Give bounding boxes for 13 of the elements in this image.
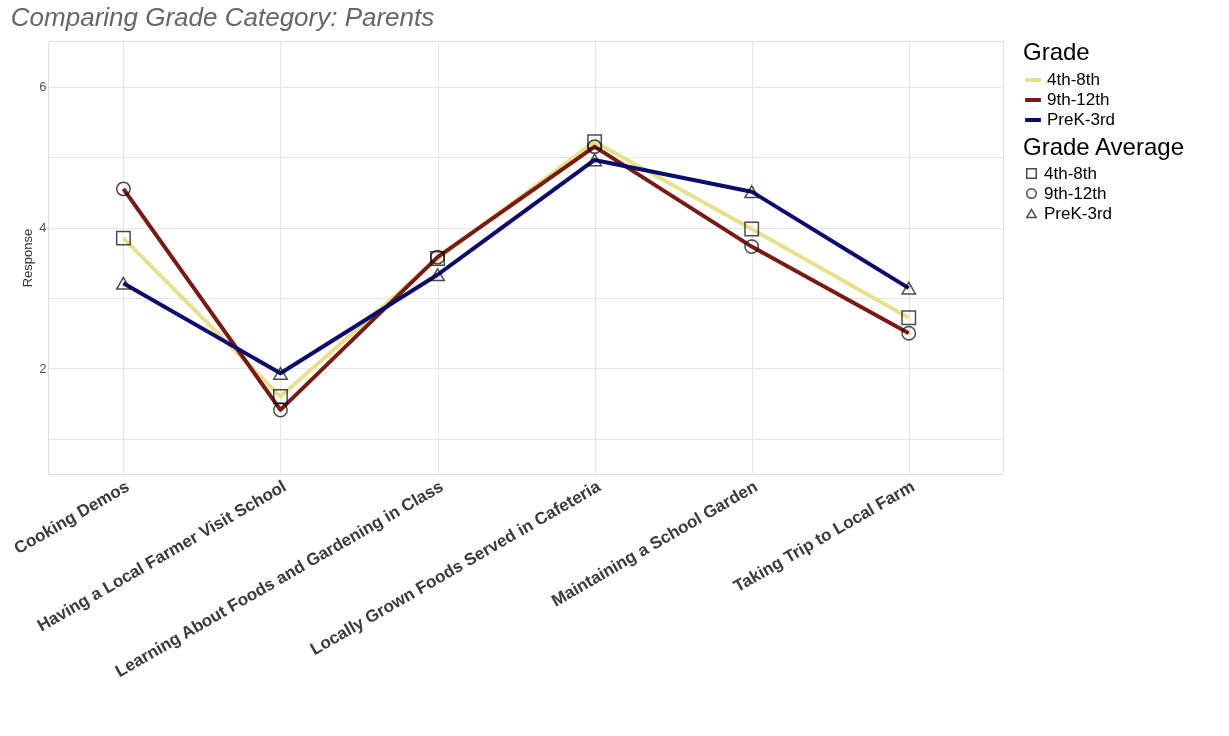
y-tick-label: 2 — [39, 360, 47, 376]
y-tick-label: 6 — [39, 79, 47, 95]
text: PreK-3rd — [1047, 110, 1116, 129]
y-axis-title: Response — [20, 228, 36, 288]
legend-label: 9th-12th — [1044, 183, 1107, 203]
text: Grade — [1023, 38, 1090, 65]
y-tick-label: 4 — [39, 220, 47, 236]
legend-label: 4th-8th — [1044, 163, 1097, 183]
text: Grade Average — [1023, 133, 1185, 160]
chart-title: Comparing Grade Category: Parents — [10, 2, 435, 32]
text: 9th-12th — [1047, 90, 1110, 109]
legend-label: PreK-3rd — [1044, 203, 1113, 223]
text: 4th-8th — [1047, 70, 1100, 89]
